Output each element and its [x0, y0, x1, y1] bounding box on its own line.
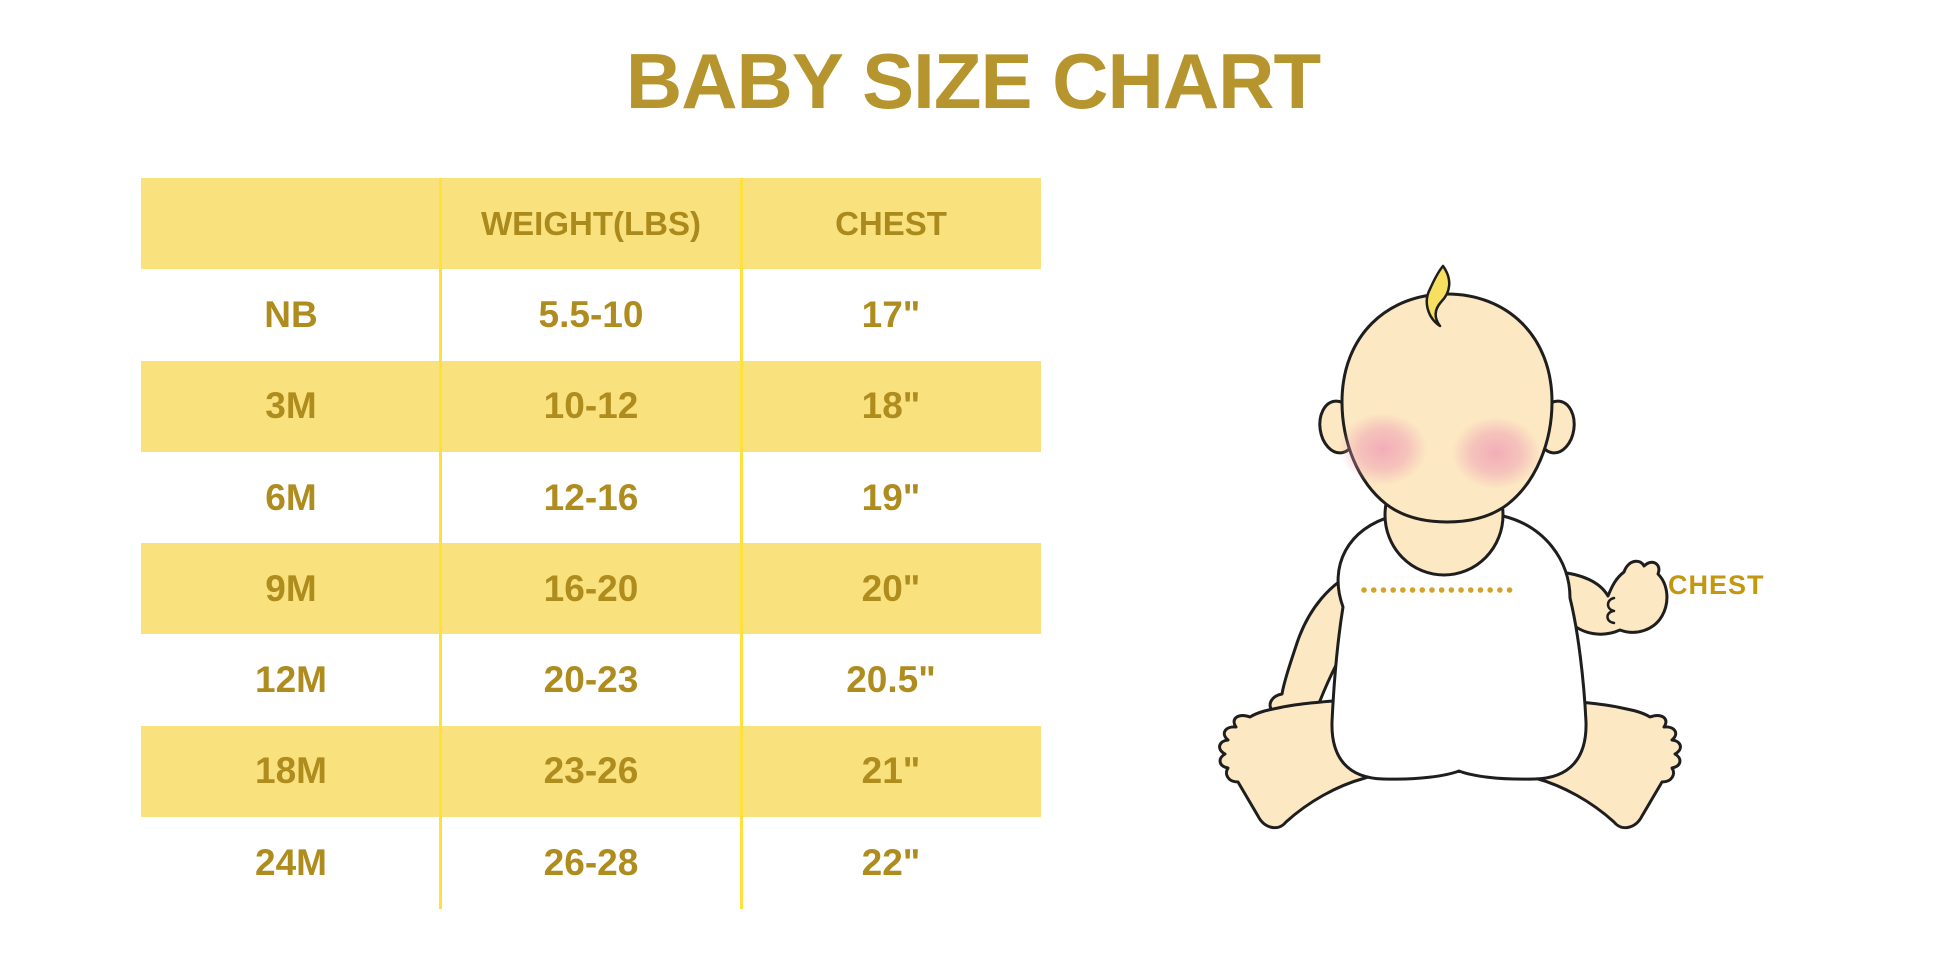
header-chest: CHEST: [835, 204, 947, 242]
baby-right-blush: [1452, 417, 1540, 489]
table-divider-2: [740, 178, 743, 909]
baby-head-shape: [1340, 292, 1554, 524]
cell-chest: 20": [861, 567, 921, 609]
cell-size: 24M: [255, 841, 327, 883]
chest-annotation-label: CHEST: [1668, 570, 1765, 600]
cell-weight: 16-20: [543, 567, 639, 609]
cell-chest: 22": [861, 841, 921, 883]
cell-weight: 10-12: [543, 385, 639, 427]
cell-chest: 21": [861, 750, 921, 792]
cell-weight: 12-16: [543, 476, 639, 518]
cell-chest: 17": [861, 293, 921, 335]
cell-size: 18M: [255, 750, 327, 792]
cell-size: NB: [264, 293, 318, 335]
cell-weight: 26-28: [543, 841, 639, 883]
table-divider-1: [439, 178, 442, 909]
table-row-6m: 6M 12-16 19": [141, 452, 1041, 543]
cell-weight: 5.5-10: [538, 293, 644, 335]
cell-size: 3M: [265, 385, 317, 427]
table-row-18m: 18M 23-26 21": [141, 725, 1041, 818]
baby-illustration: [1218, 264, 1682, 830]
baby-left-blush: [1339, 413, 1427, 485]
table-row-9m: 9M 16-20 20": [141, 543, 1041, 635]
cell-weight: 23-26: [543, 750, 639, 792]
cell-size: 12M: [255, 659, 327, 701]
cell-weight: 20-23: [543, 659, 639, 701]
cell-chest: 20.5": [846, 659, 936, 701]
table-row-12m: 12M 20-23 20.5": [141, 634, 1041, 725]
table-row-24m: 24M 26-28 22": [141, 817, 1041, 908]
cell-chest: 19": [861, 476, 921, 518]
cell-size: 9M: [265, 567, 317, 609]
page-title: BABY SIZE CHART: [625, 37, 1321, 125]
baby-hair-curl: [1425, 264, 1451, 328]
cell-chest: 18": [861, 385, 921, 427]
table-row-3m: 3M 10-12 18": [141, 360, 1041, 452]
cell-size: 6M: [265, 476, 317, 518]
header-weight: WEIGHT(LBS): [481, 204, 701, 242]
table-header-row: WEIGHT(LBS) CHEST: [141, 178, 1041, 270]
table-row-nb: NB 5.5-10 17": [141, 269, 1041, 360]
size-table: WEIGHT(LBS) CHEST NB 5.5-10 17" 3M 10-12…: [141, 178, 1041, 909]
